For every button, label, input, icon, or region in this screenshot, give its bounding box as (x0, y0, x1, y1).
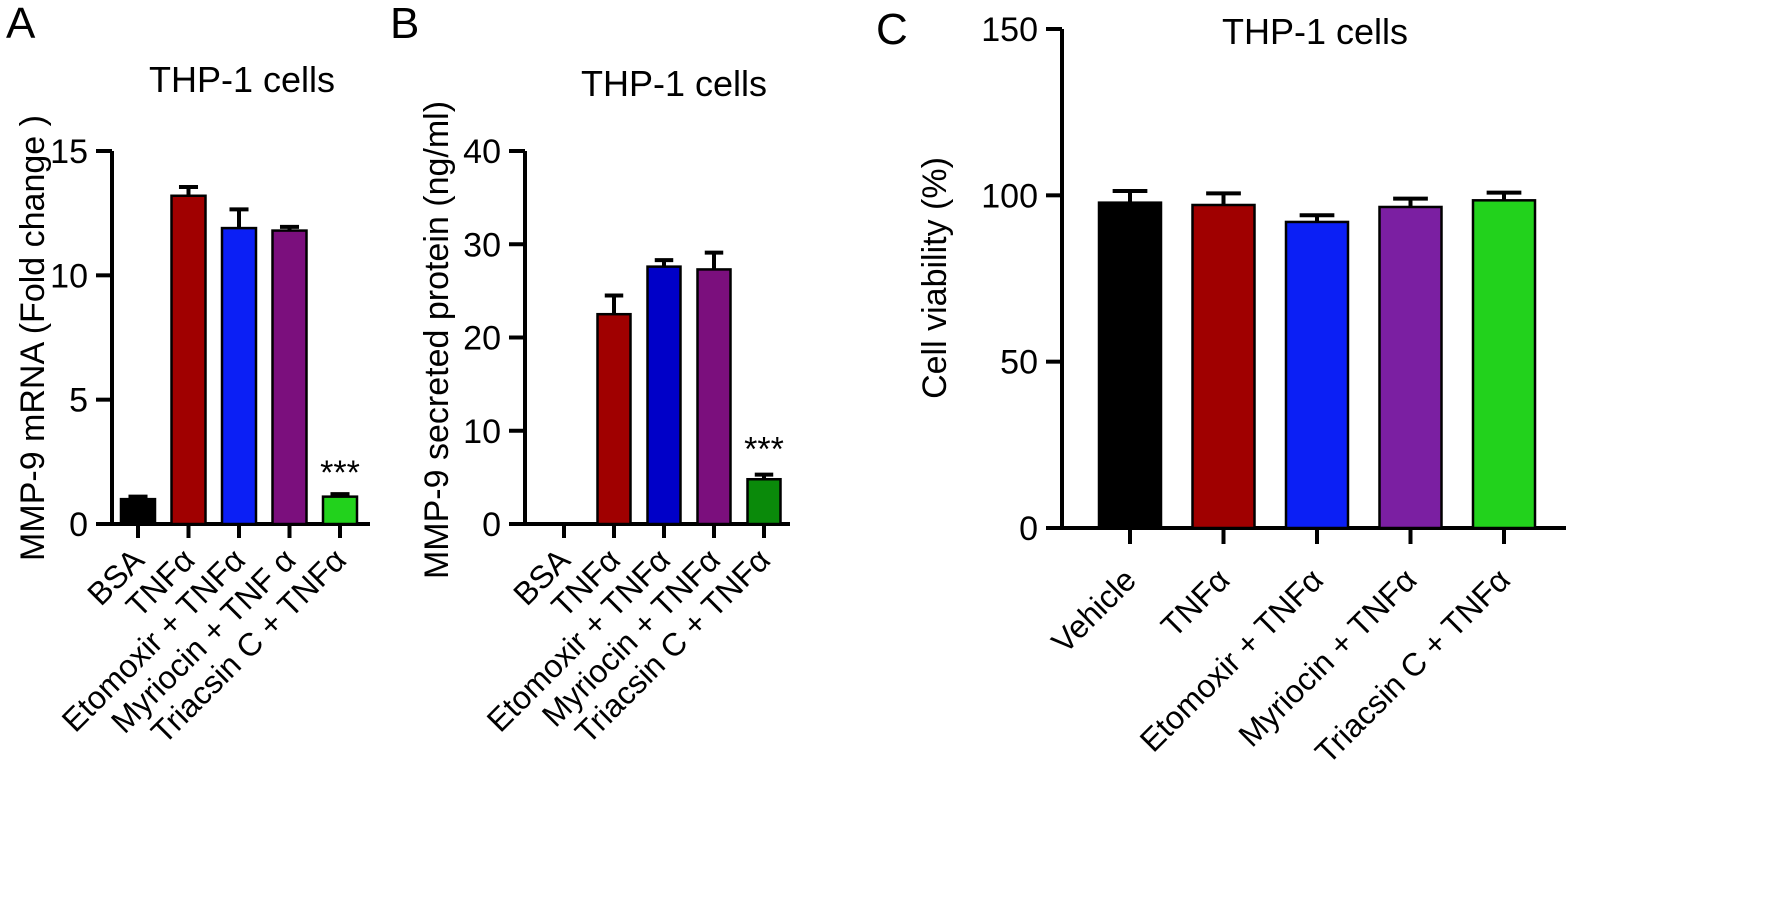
panel-c-bar (1378, 205, 1443, 530)
panel-a-bar (220, 226, 258, 526)
panel-a-y-tick-label: 0 (69, 506, 88, 544)
panel-c-bar (1097, 201, 1163, 530)
panel-c-y-tick-label: 150 (981, 11, 1038, 49)
panel-a-y-tick-label: 5 (69, 382, 88, 420)
panel-b-bar (596, 312, 632, 526)
panel-a-bar (271, 229, 308, 526)
panel-a-bar (321, 495, 359, 526)
panel-b: B THP-1 cells MMP-9 secreted protein (ng… (390, 0, 790, 750)
panel-b-y-tick-label: 0 (482, 506, 501, 544)
panel-c-y-tick-label: 50 (1000, 344, 1038, 382)
panel-c-bar (1284, 220, 1350, 530)
panel-a-bar (170, 194, 207, 526)
panel-b-y-tick-label: 40 (463, 133, 501, 171)
panel-a-title: THP-1 cells (149, 59, 335, 100)
panel-c-x-tick-label: TNFα (1154, 561, 1237, 644)
panel-b-y-tick-label: 30 (463, 226, 501, 264)
panel-a-bar (119, 497, 157, 526)
panel-b-bar (696, 268, 732, 526)
panel-c-y-axis-label: Cell viability (%) (916, 157, 954, 399)
panel-a-y-tick-label: 10 (50, 257, 88, 295)
panel-b-bar (746, 477, 782, 526)
panel-c-y-tick-label: 100 (981, 177, 1038, 215)
panel-b-letter: B (390, 0, 419, 48)
panel-b-bar (646, 265, 682, 526)
panel-c-x-tick-label: Vehicle (1045, 561, 1143, 659)
panel-c-title: THP-1 cells (1222, 11, 1408, 52)
panel-b-y-tick-label: 10 (463, 413, 501, 451)
panel-a: A THP-1 cells MMP-9 mRNA (Fold change ) … (6, 0, 370, 750)
panel-c-bar (1471, 199, 1537, 530)
panel-a-letter: A (6, 0, 36, 48)
panel-c-y-tick-label: 0 (1019, 510, 1038, 548)
panel-b-title: THP-1 cells (581, 63, 767, 104)
panel-a-y-tick-label: 15 (50, 133, 88, 171)
panel-a-significance-label: *** (320, 454, 360, 492)
panel-b-y-axis-label: MMP-9 secreted protein (ng/ml) (418, 101, 456, 579)
panel-c-bar (1191, 203, 1256, 530)
panel-b-y-tick-label: 20 (463, 320, 501, 358)
panel-c: C THP-1 cells Cell viability (%) 0 50 100 1… (876, 5, 1566, 770)
panel-b-significance-label: *** (744, 431, 784, 469)
panel-a-y-axis-label: MMP-9 mRNA (Fold change ) (14, 115, 52, 561)
panel-c-letter: C (876, 5, 908, 54)
